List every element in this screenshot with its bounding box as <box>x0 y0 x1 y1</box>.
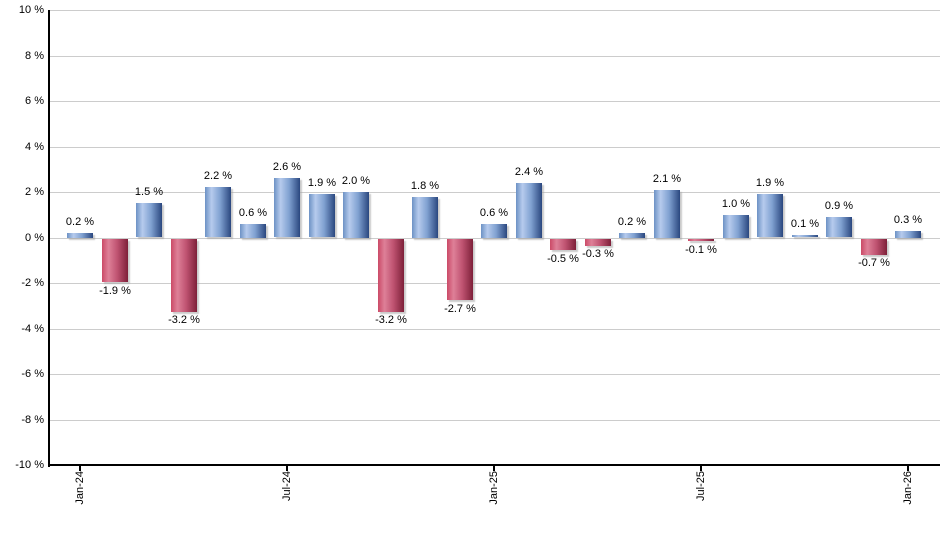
bar-value-label: 1.8 % <box>410 180 440 192</box>
gridline--8pct <box>48 420 940 421</box>
bar-value-label: 0.6 % <box>479 207 509 219</box>
gridline-8pct <box>48 56 940 57</box>
bar-24-positive <box>895 231 921 238</box>
x-axis-label: Jul-24 <box>281 471 293 501</box>
gridline--2pct <box>48 283 940 284</box>
bar-11-negative <box>447 239 473 300</box>
gridline-2pct <box>48 192 940 193</box>
bar-value-label: 1.9 % <box>307 177 337 189</box>
bar-value-label: 1.9 % <box>755 177 785 189</box>
bar-5-positive <box>240 224 266 238</box>
bar-10-positive <box>412 197 438 238</box>
y-axis-label: 8 % <box>25 50 44 62</box>
gridline-0pct <box>48 238 940 239</box>
bar-2-positive <box>136 203 162 237</box>
bar-7-positive <box>309 194 335 237</box>
x-axis-tick <box>907 466 909 471</box>
bar-12-positive <box>481 224 507 238</box>
y-axis-label: 4 % <box>25 141 44 153</box>
bar-value-label: -1.9 % <box>99 285 131 297</box>
bar-19-positive <box>723 215 749 238</box>
bar-17-positive <box>654 190 680 238</box>
x-axis-line <box>48 464 940 466</box>
gridline-10pct <box>48 10 940 11</box>
gridline--4pct <box>48 329 940 330</box>
bar-value-label: 1.0 % <box>721 198 751 210</box>
y-axis-label: 2 % <box>25 186 44 198</box>
bar-14-negative <box>550 239 576 250</box>
bar-20-positive <box>757 194 783 237</box>
bar-18-negative <box>688 239 714 241</box>
bar-4-positive <box>205 187 231 237</box>
y-axis-label: -10 % <box>15 459 44 471</box>
bar-value-label: 0.2 % <box>65 216 95 228</box>
bar-value-label: -0.7 % <box>858 257 890 269</box>
bar-9-negative <box>378 239 404 312</box>
y-axis-label: -8 % <box>21 414 44 426</box>
x-axis-label: Jul-25 <box>695 471 707 501</box>
bar-value-label: 0.9 % <box>824 200 854 212</box>
y-axis-label: -6 % <box>21 368 44 380</box>
y-axis-label: -4 % <box>21 323 44 335</box>
x-axis-tick <box>700 466 702 471</box>
bar-value-label: 2.6 % <box>272 161 302 173</box>
bar-value-label: -3.2 % <box>168 314 200 326</box>
bar-15-negative <box>585 239 611 246</box>
bar-value-label: 0.1 % <box>790 218 820 230</box>
bar-value-label: 1.5 % <box>134 186 164 198</box>
y-axis-line <box>48 10 50 467</box>
bar-value-label: 0.3 % <box>893 214 923 226</box>
bar-21-positive <box>792 235 818 237</box>
bar-value-label: 0.2 % <box>617 216 647 228</box>
bar-value-label: 2.4 % <box>514 166 544 178</box>
bar-value-label: 0.6 % <box>238 207 268 219</box>
x-axis-label: Jan-26 <box>902 471 914 505</box>
bar-8-positive <box>343 192 369 238</box>
x-axis-label: Jan-25 <box>488 471 500 505</box>
bar-0-positive <box>67 233 93 238</box>
bar-6-positive <box>274 178 300 237</box>
bar-value-label: -3.2 % <box>375 314 407 326</box>
bar-1-negative <box>102 239 128 282</box>
bar-value-label: -2.7 % <box>444 303 476 315</box>
bar-3-negative <box>171 239 197 312</box>
y-axis-label: 10 % <box>18 4 44 16</box>
y-axis-label: 0 % <box>25 232 44 244</box>
bar-16-positive <box>619 233 645 238</box>
gridline--6pct <box>48 374 940 375</box>
bar-23-negative <box>861 239 887 255</box>
bar-value-label: -0.1 % <box>685 244 717 256</box>
x-axis-label: Jan-24 <box>74 471 86 505</box>
bar-value-label: 2.2 % <box>203 170 233 182</box>
bar-13-positive <box>516 183 542 238</box>
bar-value-label: -0.3 % <box>582 248 614 260</box>
x-axis-tick <box>493 466 495 471</box>
x-axis-tick <box>286 466 288 471</box>
y-axis-label: -2 % <box>21 277 44 289</box>
bar-value-label: 2.1 % <box>652 173 682 185</box>
y-axis-label: 6 % <box>25 95 44 107</box>
gridline-4pct <box>48 147 940 148</box>
bar-value-label: -0.5 % <box>547 253 579 265</box>
x-axis-tick <box>79 466 81 471</box>
bar-22-positive <box>826 217 852 237</box>
gridline-6pct <box>48 101 940 102</box>
bar-value-label: 2.0 % <box>341 175 371 187</box>
